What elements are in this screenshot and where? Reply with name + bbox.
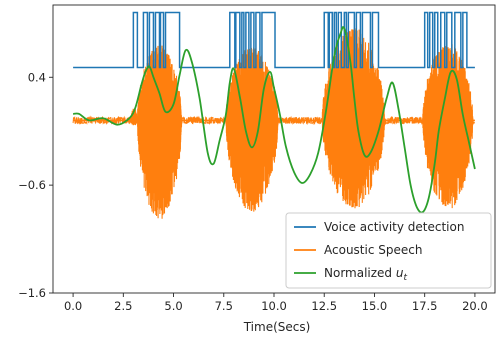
x-axis-label: Time(Secs) xyxy=(243,320,311,334)
acoustic-speech-burst xyxy=(422,44,474,209)
x-axis: 0.0 2.5 5.0 7.5 10.0 12.5 15.0 17.5 20.0 xyxy=(64,293,488,313)
x-tick-label: 10.0 xyxy=(261,299,287,313)
x-tick-label: 20.0 xyxy=(462,299,488,313)
x-tick-label: 12.5 xyxy=(311,299,337,313)
series-layer xyxy=(72,11,476,219)
x-tick-label: 7.5 xyxy=(215,299,233,313)
x-tick-label: 5.0 xyxy=(164,299,182,313)
legend: Voice activity detection Acoustic Speech N… xyxy=(285,212,492,289)
y-axis: 0.4 −0.6 −1.6 xyxy=(18,70,53,300)
acoustic-speech-burst xyxy=(136,45,183,219)
x-tick-label: 0.0 xyxy=(64,299,82,313)
acoustic-speech-burst xyxy=(225,47,279,212)
acoustic-speech-burst xyxy=(321,28,386,209)
normalized-ut-line xyxy=(73,26,476,214)
legend-label: Normalized ut xyxy=(324,266,407,283)
y-tick-label: −1.6 xyxy=(18,286,46,300)
x-tick-label: 17.5 xyxy=(412,299,438,313)
legend-label: Acoustic Speech xyxy=(324,243,422,257)
x-tick-label: 15.0 xyxy=(362,299,388,313)
x-tick-label: 2.5 xyxy=(114,299,132,313)
legend-box xyxy=(285,212,492,289)
voice-activity-line xyxy=(73,11,475,69)
y-tick-label: −0.6 xyxy=(18,178,46,192)
legend-label: Voice activity detection xyxy=(324,220,464,234)
y-tick-label: 0.4 xyxy=(28,70,46,84)
